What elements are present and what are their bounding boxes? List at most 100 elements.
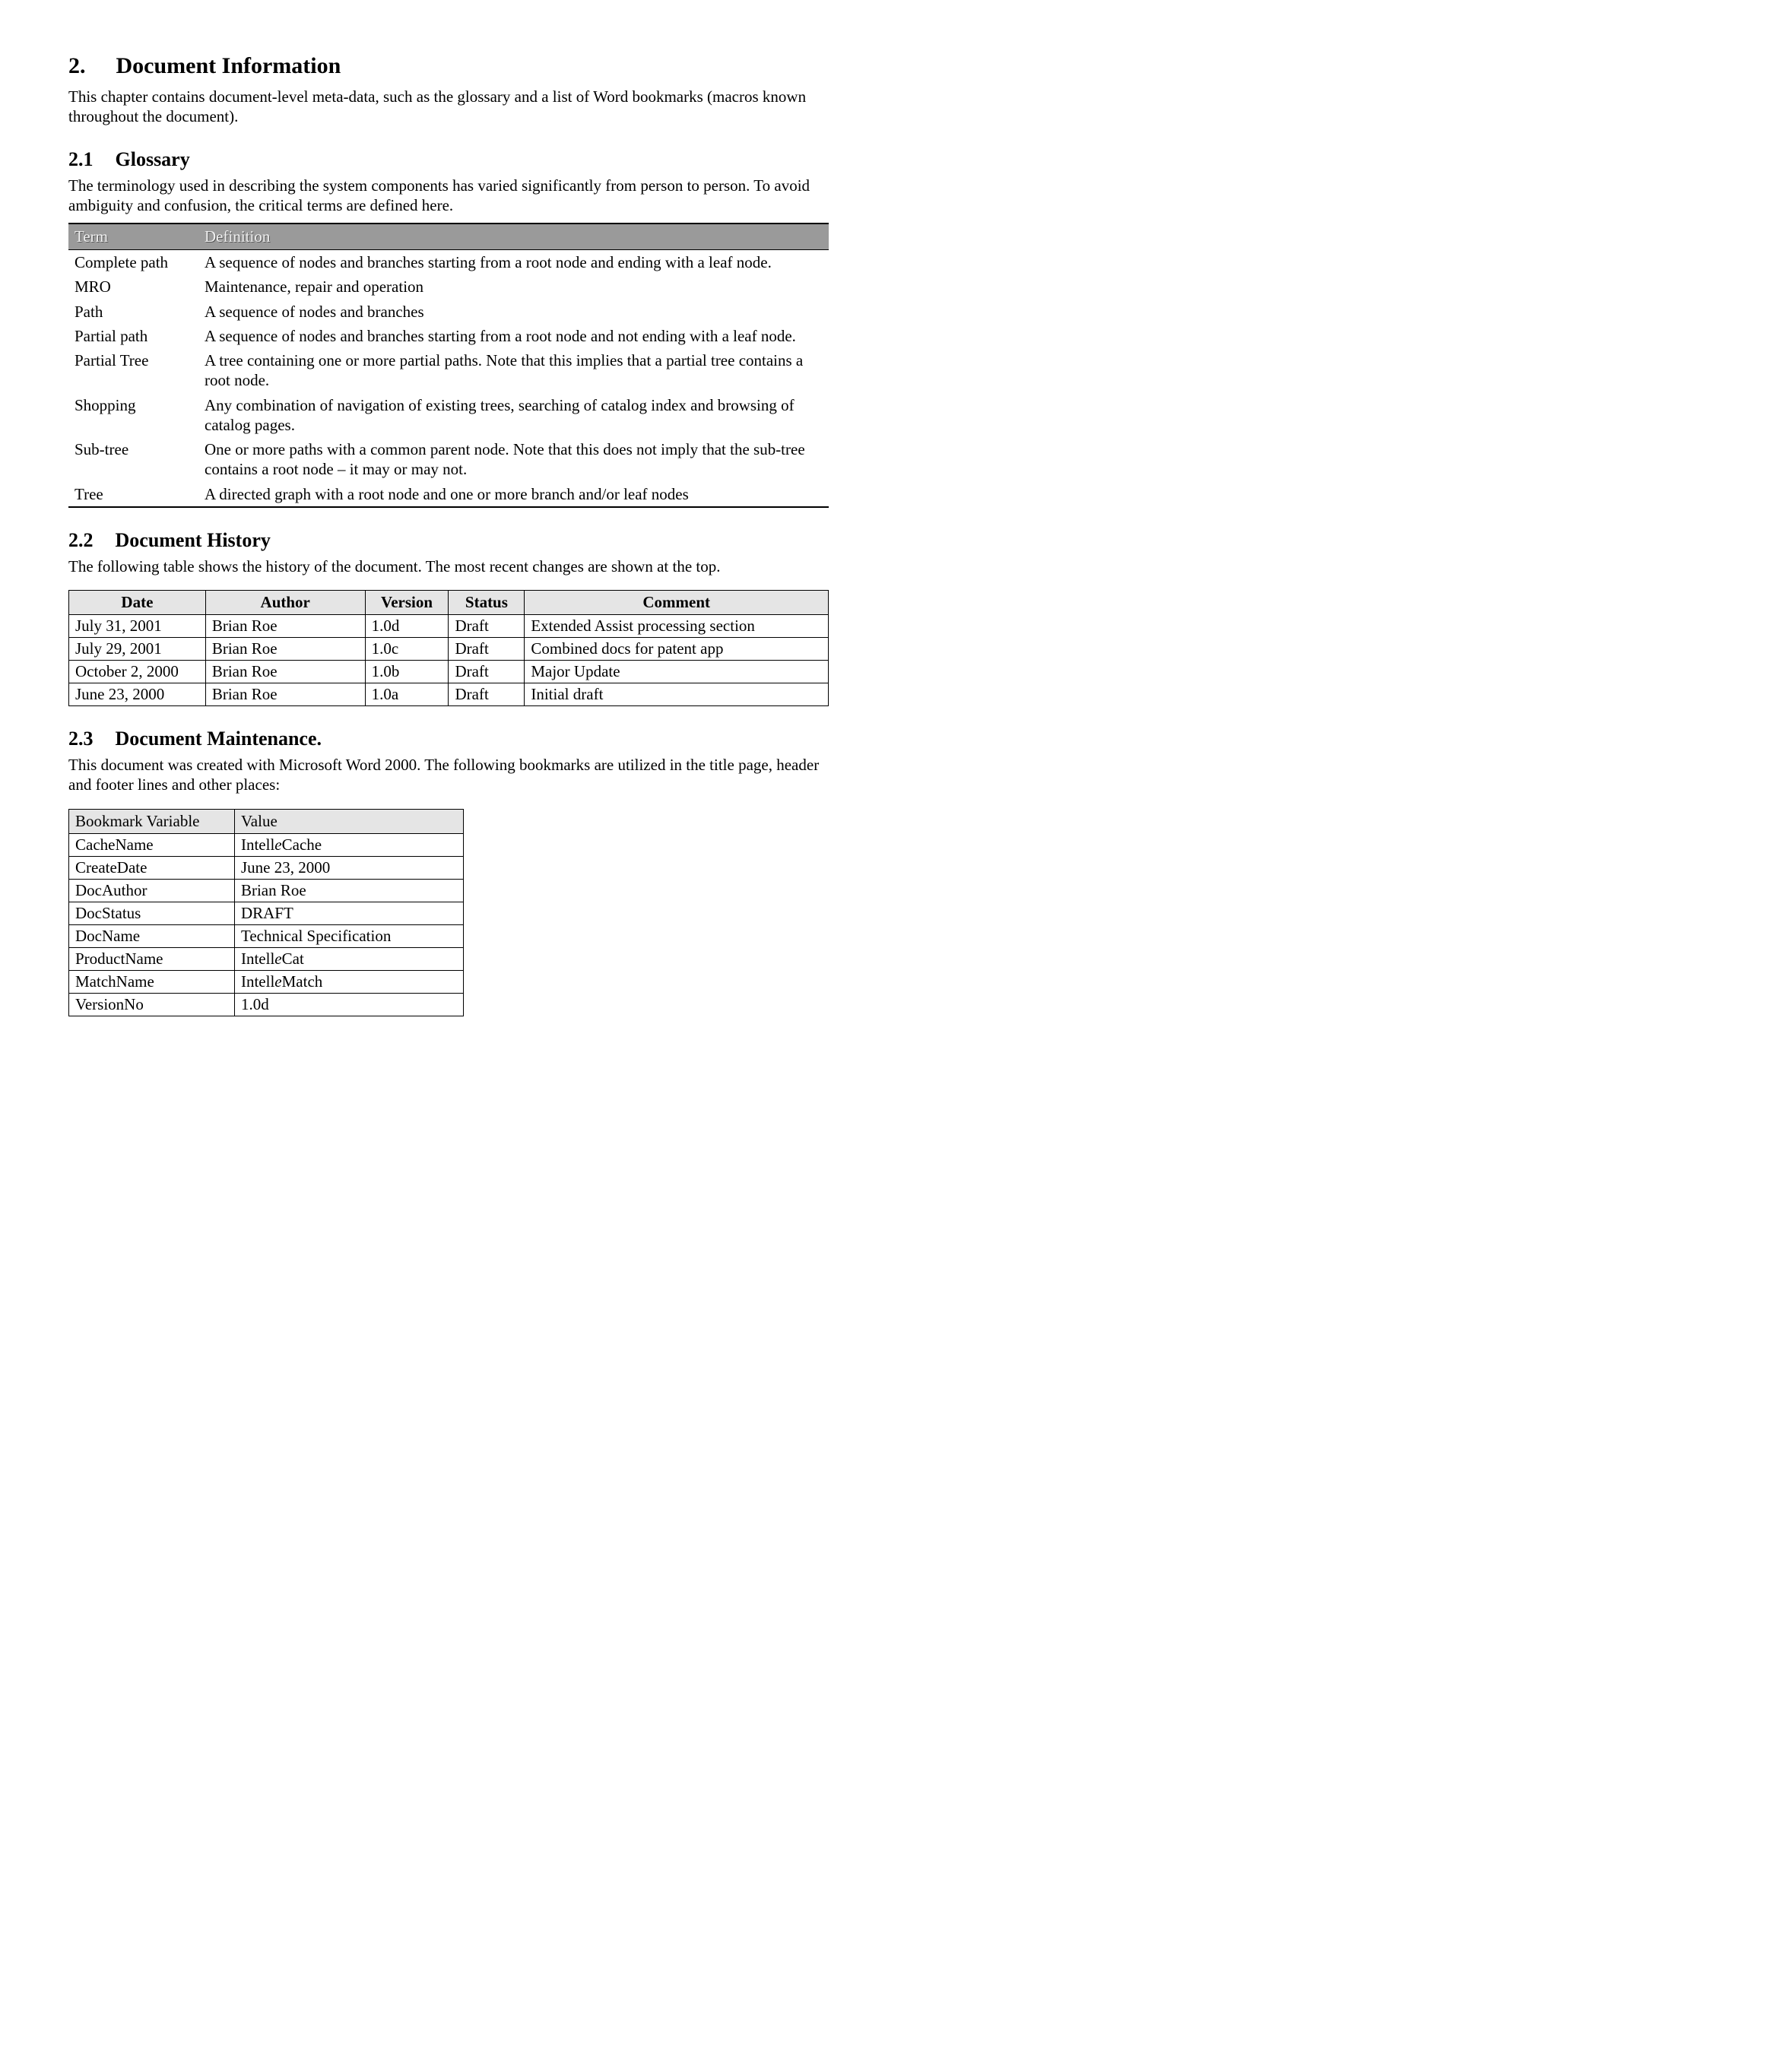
glossary-number: 2.1 xyxy=(68,148,110,171)
history-cell: 1.0d xyxy=(365,615,449,638)
glossary-row: Complete pathA sequence of nodes and bra… xyxy=(68,250,829,275)
bookmarks-cell: Technical Specification xyxy=(234,924,463,947)
maintenance-heading: 2.3 Document Maintenance. xyxy=(68,728,829,750)
history-cell: Draft xyxy=(449,638,525,661)
maintenance-title: Document Maintenance. xyxy=(116,728,322,750)
history-cell: Brian Roe xyxy=(205,615,365,638)
glossary-term: Shopping xyxy=(68,393,198,438)
glossary-definition: A sequence of nodes and branches xyxy=(198,300,829,324)
history-row: July 29, 2001Brian Roe1.0cDraftCombined … xyxy=(69,638,829,661)
glossary-table: Term Definition Complete pathA sequence … xyxy=(68,223,829,508)
bookmarks-row: DocAuthorBrian Roe xyxy=(69,879,464,902)
history-intro: The following table shows the history of… xyxy=(68,556,829,576)
bookmarks-row: VersionNo1.0d xyxy=(69,993,464,1016)
history-number: 2.2 xyxy=(68,529,110,552)
bookmarks-cell: CacheName xyxy=(69,833,235,856)
bookmarks-cell: DocName xyxy=(69,924,235,947)
history-heading: 2.2 Document History xyxy=(68,529,829,552)
glossary-row: TreeA directed graph with a root node an… xyxy=(68,482,829,507)
history-cell: October 2, 2000 xyxy=(69,661,206,683)
history-table: DateAuthorVersionStatusComment July 31, … xyxy=(68,590,829,706)
bookmarks-cell: CreateDate xyxy=(69,856,235,879)
glossary-definition: A tree containing one or more partial pa… xyxy=(198,348,829,393)
history-cell: June 23, 2000 xyxy=(69,683,206,706)
bookmarks-cell: Brian Roe xyxy=(234,879,463,902)
history-cell: Brian Roe xyxy=(205,683,365,706)
glossary-heading: 2.1 Glossary xyxy=(68,148,829,171)
maintenance-number: 2.3 xyxy=(68,728,110,750)
history-cell: Combined docs for patent app xyxy=(525,638,829,661)
history-row: June 23, 2000Brian Roe1.0aDraftInitial d… xyxy=(69,683,829,706)
history-cell: Draft xyxy=(449,615,525,638)
bookmarks-cell: VersionNo xyxy=(69,993,235,1016)
glossary-col-term: Term xyxy=(68,224,198,250)
glossary-term: MRO xyxy=(68,274,198,299)
bookmarks-cell: DRAFT xyxy=(234,902,463,924)
history-cell: Major Update xyxy=(525,661,829,683)
glossary-term: Complete path xyxy=(68,250,198,275)
glossary-row: PathA sequence of nodes and branches xyxy=(68,300,829,324)
section-intro: This chapter contains document-level met… xyxy=(68,87,829,127)
bookmarks-cell: IntelleCat xyxy=(234,947,463,970)
glossary-title: Glossary xyxy=(116,148,190,170)
history-cell: Draft xyxy=(449,661,525,683)
bookmarks-row: MatchNameIntelleMatch xyxy=(69,970,464,993)
history-col: Version xyxy=(365,591,449,615)
glossary-term: Partial Tree xyxy=(68,348,198,393)
glossary-term: Tree xyxy=(68,482,198,507)
bookmarks-row: DocStatusDRAFT xyxy=(69,902,464,924)
history-cell: 1.0a xyxy=(365,683,449,706)
bookmarks-row: DocNameTechnical Specification xyxy=(69,924,464,947)
glossary-term: Sub-tree xyxy=(68,437,198,482)
glossary-row: ShoppingAny combination of navigation of… xyxy=(68,393,829,438)
glossary-definition: One or more paths with a common parent n… xyxy=(198,437,829,482)
section-heading: 2. Document Information xyxy=(68,53,829,79)
history-cell: 1.0c xyxy=(365,638,449,661)
history-row: July 31, 2001Brian Roe1.0dDraftExtended … xyxy=(69,615,829,638)
glossary-row: MROMaintenance, repair and operation xyxy=(68,274,829,299)
bookmarks-row: CacheNameIntelleCache xyxy=(69,833,464,856)
section-title: Document Information xyxy=(116,53,341,78)
bookmarks-cell: IntelleCache xyxy=(234,833,463,856)
section-number: 2. xyxy=(68,53,110,79)
bookmarks-cell: DocStatus xyxy=(69,902,235,924)
bookmarks-cell: DocAuthor xyxy=(69,879,235,902)
history-row: October 2, 2000Brian Roe1.0bDraftMajor U… xyxy=(69,661,829,683)
bookmarks-row: CreateDateJune 23, 2000 xyxy=(69,856,464,879)
maintenance-intro: This document was created with Microsoft… xyxy=(68,755,829,795)
glossary-row: Sub-treeOne or more paths with a common … xyxy=(68,437,829,482)
bookmarks-col: Value xyxy=(234,809,463,833)
history-cell: Draft xyxy=(449,683,525,706)
glossary-term: Path xyxy=(68,300,198,324)
bookmarks-cell: MatchName xyxy=(69,970,235,993)
glossary-definition: A directed graph with a root node and on… xyxy=(198,482,829,507)
bookmarks-col: Bookmark Variable xyxy=(69,809,235,833)
glossary-row: Partial TreeA tree containing one or mor… xyxy=(68,348,829,393)
bookmarks-table: Bookmark VariableValue CacheNameIntelleC… xyxy=(68,809,464,1016)
glossary-row: Partial pathA sequence of nodes and bran… xyxy=(68,324,829,348)
glossary-col-def: Definition xyxy=(198,224,829,250)
glossary-definition: A sequence of nodes and branches startin… xyxy=(198,250,829,275)
history-title: Document History xyxy=(116,529,271,551)
history-cell: July 29, 2001 xyxy=(69,638,206,661)
bookmarks-cell: ProductName xyxy=(69,947,235,970)
glossary-intro: The terminology used in describing the s… xyxy=(68,176,829,216)
history-col: Date xyxy=(69,591,206,615)
glossary-term: Partial path xyxy=(68,324,198,348)
history-col: Author xyxy=(205,591,365,615)
history-cell: Extended Assist processing section xyxy=(525,615,829,638)
history-col: Comment xyxy=(525,591,829,615)
history-cell: Initial draft xyxy=(525,683,829,706)
history-cell: July 31, 2001 xyxy=(69,615,206,638)
bookmarks-cell: IntelleMatch xyxy=(234,970,463,993)
history-cell: Brian Roe xyxy=(205,638,365,661)
glossary-definition: Any combination of navigation of existin… xyxy=(198,393,829,438)
history-cell: Brian Roe xyxy=(205,661,365,683)
history-cell: 1.0b xyxy=(365,661,449,683)
glossary-definition: Maintenance, repair and operation xyxy=(198,274,829,299)
bookmarks-row: ProductNameIntelleCat xyxy=(69,947,464,970)
bookmarks-cell: June 23, 2000 xyxy=(234,856,463,879)
glossary-definition: A sequence of nodes and branches startin… xyxy=(198,324,829,348)
bookmarks-cell: 1.0d xyxy=(234,993,463,1016)
history-col: Status xyxy=(449,591,525,615)
